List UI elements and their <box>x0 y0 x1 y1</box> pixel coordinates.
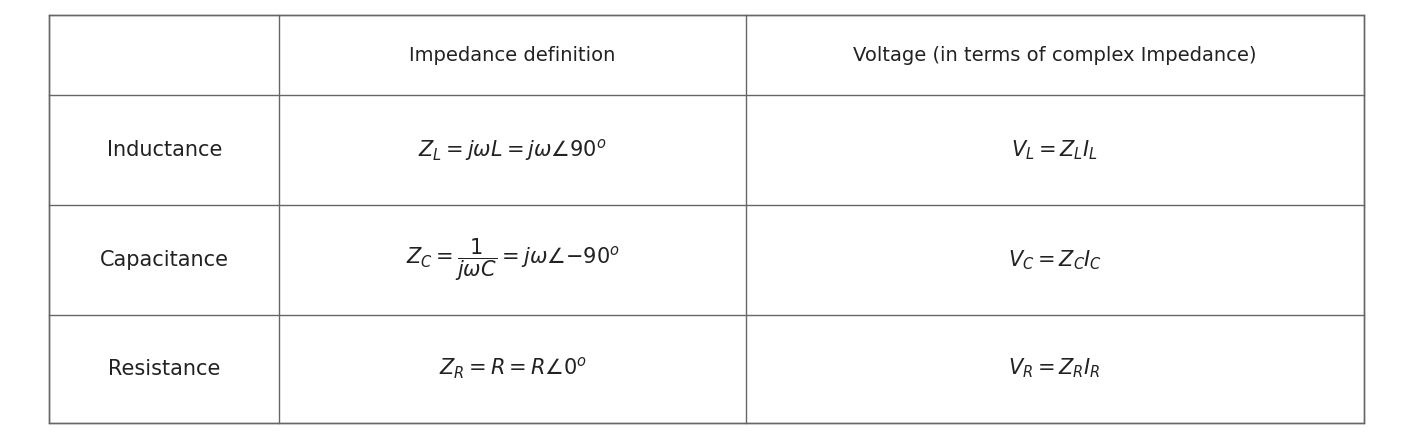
Text: Capacitance: Capacitance <box>100 250 229 270</box>
Text: Impedance definition: Impedance definition <box>410 46 616 64</box>
Text: $Z_C = \dfrac{1}{j\omega C} = j\omega\angle{-}90^o$: $Z_C = \dfrac{1}{j\omega C} = j\omega\an… <box>406 237 619 283</box>
Text: $V_L = Z_L I_L$: $V_L = Z_L I_L$ <box>1012 138 1098 162</box>
Text: Inductance: Inductance <box>107 140 222 160</box>
Text: $Z_R = R = R\angle 0^o$: $Z_R = R = R\angle 0^o$ <box>438 356 586 381</box>
Text: $V_R = Z_R I_R$: $V_R = Z_R I_R$ <box>1009 357 1101 381</box>
Text: $Z_L = j\omega L = j\omega\angle90^o$: $Z_L = j\omega L = j\omega\angle90^o$ <box>418 137 608 163</box>
Text: Voltage (in terms of complex Impedance): Voltage (in terms of complex Impedance) <box>853 46 1256 64</box>
Text: $V_C = Z_C I_C$: $V_C = Z_C I_C$ <box>1007 248 1102 272</box>
Text: Resistance: Resistance <box>109 359 220 379</box>
